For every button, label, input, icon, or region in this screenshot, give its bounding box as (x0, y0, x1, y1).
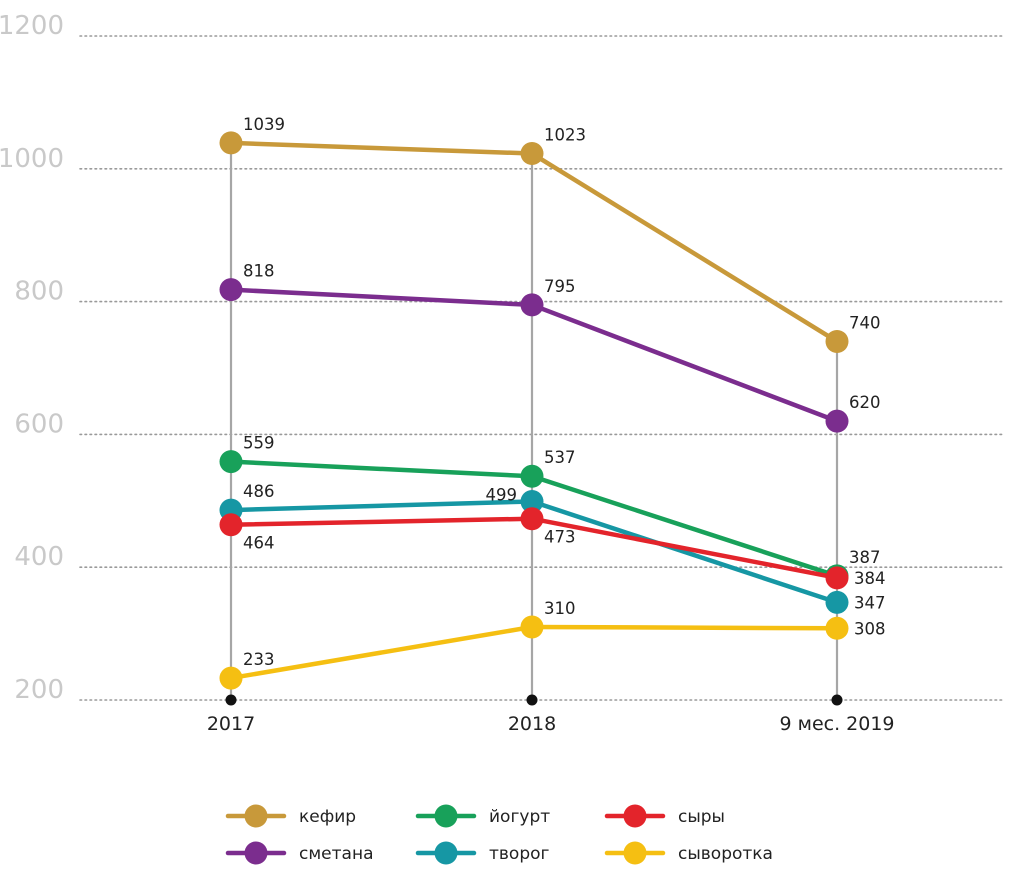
data-point-сыры (825, 566, 849, 590)
legend-swatch-marker (434, 804, 458, 828)
legend-label: сыры (678, 807, 725, 827)
y-tick-label: 400 (14, 542, 64, 572)
legend-label: сыворотка (678, 844, 773, 864)
data-label: 486 (243, 482, 275, 501)
data-label: 308 (854, 619, 886, 638)
axis-dot (225, 694, 237, 706)
legend-swatch-marker (623, 804, 647, 828)
data-label: 620 (849, 393, 881, 412)
y-tick-label: 600 (14, 409, 64, 439)
data-point-творог (825, 590, 849, 614)
legend-item-йогурт: йогурт (415, 804, 550, 828)
x-axis-ticks: 2017 2018 9 мес. 2019 (207, 713, 895, 735)
x-tick-label: 2018 (508, 713, 556, 735)
category-drop-lines (225, 142, 843, 706)
data-label: 499 (486, 485, 518, 504)
y-tick-label: 1000 (0, 144, 64, 174)
legend-item-кефир: кефир (225, 804, 356, 828)
legend-item-сыры: сыры (604, 804, 725, 828)
x-tick-label: 2017 (207, 713, 255, 735)
data-point-кефир (219, 131, 243, 155)
data-label: 384 (854, 569, 886, 588)
data-point-сыры (520, 507, 544, 531)
data-point-сметана (825, 409, 849, 433)
data-label: 537 (544, 448, 576, 467)
data-label: 559 (243, 434, 275, 453)
data-label: 1023 (544, 126, 586, 145)
data-point-сыворотка (825, 616, 849, 640)
data-point-сыры (219, 513, 243, 537)
data-point-кефир (825, 329, 849, 353)
data-label: 347 (854, 593, 886, 612)
data-point-творог (520, 489, 544, 513)
data-point-сметана (219, 278, 243, 302)
legend-swatch-marker (244, 804, 268, 828)
data-label: 387 (849, 548, 881, 567)
data-label: 740 (849, 313, 881, 332)
series-lines (219, 131, 849, 690)
data-label: 310 (544, 599, 576, 618)
x-tick-label: 9 мес. 2019 (779, 713, 894, 735)
legend-item-сыворотка: сыворотка (604, 841, 773, 865)
legend-label: йогурт (489, 807, 550, 827)
axis-dot (831, 694, 843, 706)
data-label: 473 (544, 528, 576, 547)
data-point-сметана (520, 293, 544, 317)
legend-label: кефир (299, 807, 356, 827)
legend-swatch-marker (623, 841, 647, 865)
legend-swatch-marker (434, 841, 458, 865)
data-labels: 1039 1023 740 818 795 620 559 537 387 486 499 347 46… (243, 115, 886, 669)
data-point-сыворотка (219, 666, 243, 690)
data-label: 818 (243, 262, 275, 281)
legend-swatch-marker (244, 841, 268, 865)
data-label: 464 (243, 534, 275, 553)
legend: кефир сметана йогурт творог сыры сыворотка (225, 804, 773, 865)
data-point-йогурт (219, 450, 243, 474)
y-axis-ticks: 200 400 600 800 1000 1200 (0, 11, 64, 705)
legend-label: сметана (299, 844, 373, 864)
data-label: 795 (544, 277, 576, 296)
axis-dot (526, 694, 538, 706)
legend-item-творог: творог (415, 841, 550, 865)
y-tick-label: 1200 (0, 11, 64, 41)
legend-item-сметана: сметана (225, 841, 373, 865)
y-tick-label: 200 (14, 675, 64, 705)
data-label: 233 (243, 650, 275, 669)
data-point-кефир (520, 142, 544, 166)
y-tick-label: 800 (14, 277, 64, 307)
data-label: 1039 (243, 115, 285, 134)
legend-label: творог (489, 844, 550, 864)
data-point-йогурт (520, 464, 544, 488)
data-point-сыворотка (520, 615, 544, 639)
